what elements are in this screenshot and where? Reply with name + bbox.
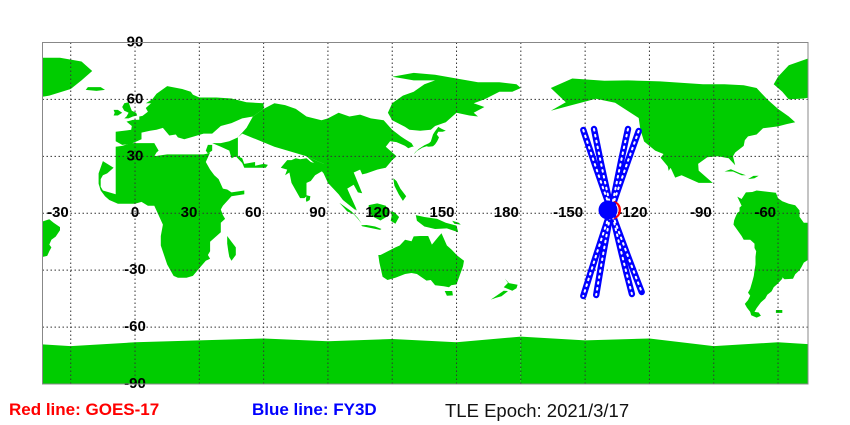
svg-text:150: 150 <box>429 204 454 221</box>
svg-text:60: 60 <box>127 90 144 107</box>
svg-text:-90: -90 <box>690 204 712 221</box>
svg-text:90: 90 <box>127 33 144 50</box>
svg-text:90: 90 <box>309 204 326 221</box>
svg-text:180: 180 <box>494 204 519 221</box>
svg-text:60: 60 <box>245 204 262 221</box>
svg-text:-150: -150 <box>553 204 583 221</box>
svg-text:-60: -60 <box>754 204 776 221</box>
svg-text:0: 0 <box>131 204 139 221</box>
svg-text:30: 30 <box>127 147 144 164</box>
svg-text:-60: -60 <box>124 318 146 335</box>
svg-text:120: 120 <box>365 204 390 221</box>
svg-text:-120: -120 <box>617 204 647 221</box>
svg-text:30: 30 <box>181 204 198 221</box>
svg-text:-90: -90 <box>124 375 146 392</box>
svg-text:-30: -30 <box>47 204 69 221</box>
svg-text:-30: -30 <box>124 261 146 278</box>
